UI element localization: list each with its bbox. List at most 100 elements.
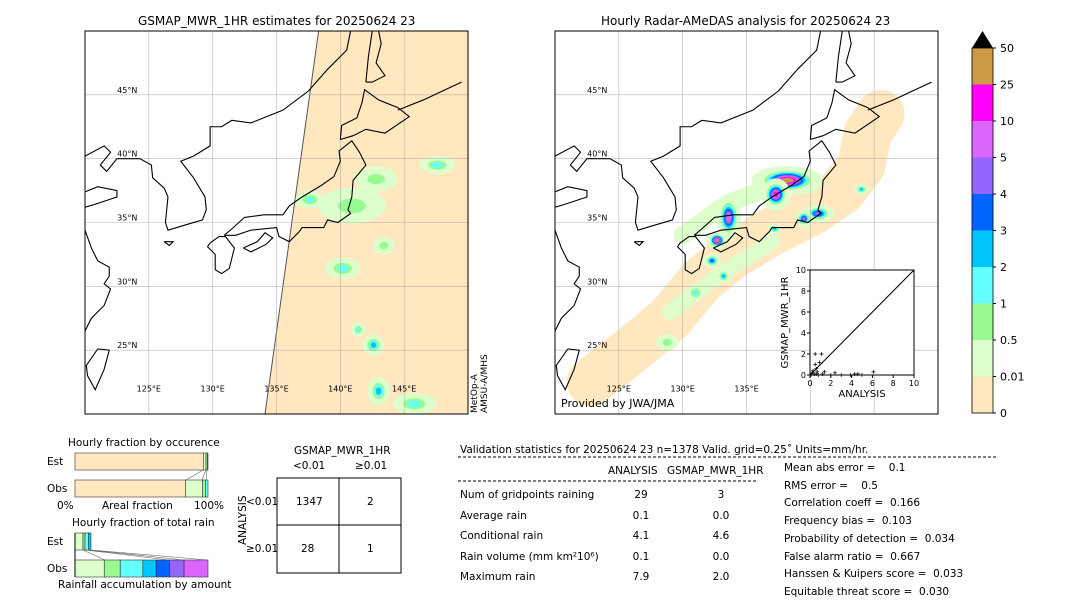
occ-est-segment [74,452,204,471]
right-map-title: Hourly Radar-AMeDAS analysis for 2025062… [601,14,891,28]
left-map-title: GSMAP_MWR_1HR estimates for 20250624 23 [138,14,416,28]
colorbar-label: 4 [1000,188,1007,201]
x-tick-label: 4 [849,379,854,388]
validation-row-label: Maximum rain [460,571,536,583]
contingency-row-label: ANALYSIS [237,495,249,545]
lon-label: 130°E [671,384,695,393]
coastline [397,81,462,111]
cell-1-0: 28 [301,543,315,555]
x-tick-label: 2 [828,379,833,388]
occ-obs-segment [74,479,186,498]
coastline [713,231,744,253]
rain-obs-segment [169,559,185,578]
scatter-point [822,369,827,374]
score-item: Frequency bias = 0.103 [784,515,912,528]
colorbar-segment [972,48,993,85]
contingency-title: GSMAP_MWR_1HR [294,445,391,457]
rain-cell [802,216,806,221]
coastline [163,241,175,247]
coastline [835,31,843,83]
scatter-diagonal [809,269,915,376]
colorbar-extend-arrow [972,31,993,48]
lat-label: 25°N [117,341,137,350]
validation-gsmap-value: 4.6 [712,530,730,542]
x-tick-label: 8 [891,379,896,388]
lat-label: 35°N [117,214,137,223]
scatter-point [811,368,816,373]
occ-obs-segment [202,479,206,498]
scatter-point [813,362,818,367]
rain-cell [367,173,385,185]
score-item: False alarm ratio = 0.667 [784,550,921,563]
lon-label: 145°E [392,384,416,393]
scatter-ylabel: GSMAP_MWR_1HR [780,277,791,369]
rain-cell [407,400,422,408]
validation-row-label: Conditional rain [460,530,544,542]
y-tick-label: 0 [801,371,806,380]
occ-obs-segment [205,479,209,498]
scatter-xlabel: ANALYSIS [838,389,885,400]
right-map-frame [554,30,939,415]
coastline [555,348,580,391]
validation-analysis-value: 4.1 [632,530,650,542]
lat-label: 30°N [587,277,607,286]
colorbar-segment [972,340,993,377]
rain-cell [337,265,349,272]
score-item: RMS error = 0.5 [784,479,878,492]
lon-label: 125°E [607,384,631,393]
occ-obs-segment [185,479,203,498]
colorbar-label: 1 [1000,298,1007,311]
rain-cell [379,241,389,250]
scatter-point [810,370,815,375]
scatter-point [820,371,825,376]
rain-est-segment [88,532,92,551]
rain-cell [692,289,699,296]
scatter-point [816,373,821,377]
coastline [85,31,352,231]
y-tick-label: 10 [796,266,806,275]
rain-cell [375,387,382,395]
rain-est-segment [74,532,84,551]
rain-est-segment [84,532,89,551]
colorbar-label: 3 [1000,225,1007,238]
validation-header: Validation statistics for 20250624 23 n=… [460,444,869,456]
colorbar-segment [972,84,993,121]
coastline [365,31,373,83]
occ-est-label: Est [47,456,64,468]
left-map-content [85,31,468,414]
x-tick-label: 0 [807,379,812,388]
rain-cell [772,227,777,231]
colorbar-segment [972,194,993,231]
contingency-col-1: ≥0.01 [355,460,388,472]
cell-1-1: 1 [367,543,374,555]
coastline [223,139,367,243]
x-tick-label: 6 [870,379,875,388]
coastline [206,235,235,275]
y-tick-label: 2 [801,350,806,359]
rain-xlabel: Rainfall accumulation by amount [58,579,232,591]
right-map-content [555,31,938,414]
scatter-point [817,360,822,365]
scatter-point [855,371,860,376]
cell-0-0: 1347 [296,496,323,508]
occ-0-label: 0% [57,500,74,512]
scatter-point [871,369,876,374]
scatter-point [832,370,837,375]
validation-analysis-value: 0.1 [632,550,650,563]
validation-analysis-value: 7.9 [632,571,650,583]
rain-obs-label: Obs [47,563,68,575]
coastline [85,229,112,332]
rain-cell [370,342,377,348]
scatter-point [814,371,819,376]
coastline [339,88,411,141]
coastline [555,186,588,208]
scatter-point [839,373,844,377]
sensor-line2: AMSU-A/MHS [480,354,490,413]
lon-label: 135°E [734,384,758,393]
lat-label: 30°N [117,277,137,286]
colorbar-segment [972,230,993,267]
coastline [867,81,932,111]
sensor-line1: MetOp-A [470,374,480,413]
